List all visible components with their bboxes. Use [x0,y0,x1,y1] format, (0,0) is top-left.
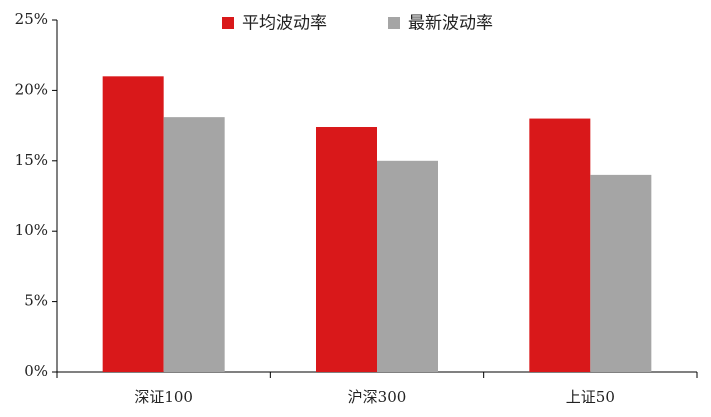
bar [163,117,225,372]
bar [529,118,591,372]
legend-swatch [388,17,400,29]
bar [377,160,438,372]
bar [102,76,164,372]
y-tick-label: 5% [24,292,48,310]
y-tick-label: 15% [15,151,48,169]
x-tick-label: 上证50 [566,388,615,406]
legend-swatch [222,17,234,29]
legend-label: 平均波动率 [242,14,327,34]
y-tick-label: 25% [15,10,48,28]
x-tick-label: 深证100 [134,388,193,406]
bar [590,174,652,372]
x-tick-label: 沪深300 [348,388,407,406]
legend-label: 最新波动率 [408,14,493,34]
bar [316,127,377,373]
y-tick-label: 0% [24,362,48,380]
y-tick-label: 10% [15,221,48,239]
y-tick-label: 20% [15,80,48,98]
